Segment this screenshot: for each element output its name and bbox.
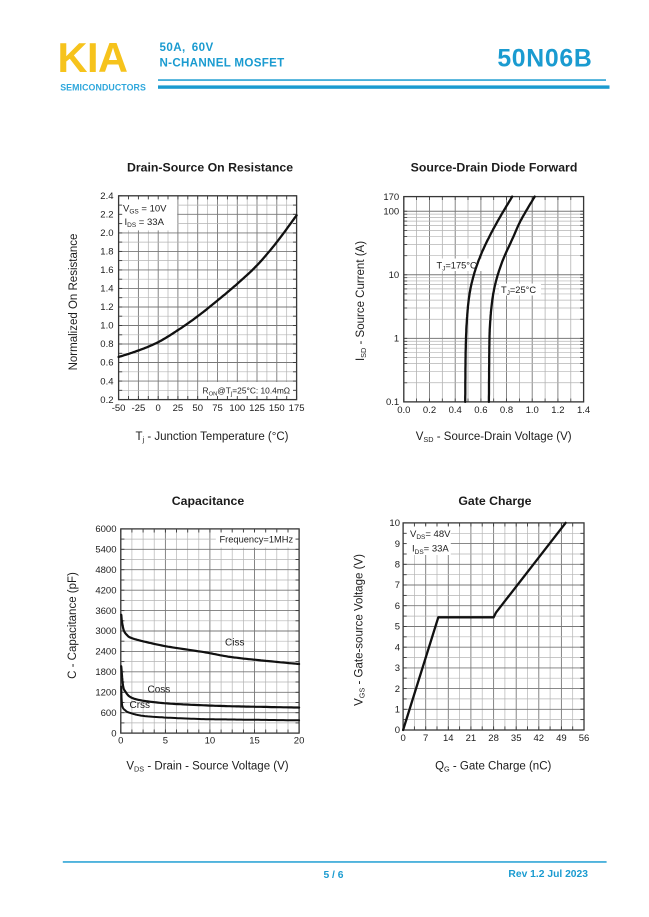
svg-text:35: 35	[511, 733, 522, 744]
svg-text:VDS= 48V: VDS= 48V	[410, 529, 451, 541]
svg-text:TJ=25°C: TJ=25°C	[501, 285, 536, 297]
svg-text:10: 10	[205, 736, 216, 747]
svg-text:0.8: 0.8	[100, 339, 113, 350]
svg-text:0: 0	[156, 403, 161, 414]
svg-text:Normalized On Resistance: Normalized On Resistance	[68, 234, 80, 371]
svg-text:2.4: 2.4	[100, 191, 113, 202]
svg-text:2.0: 2.0	[100, 228, 113, 239]
svg-text:Gate Charge: Gate Charge	[458, 494, 531, 508]
svg-text:21: 21	[466, 733, 477, 744]
svg-text:1.2: 1.2	[551, 405, 564, 416]
svg-text:50: 50	[192, 403, 203, 414]
svg-text:0.2: 0.2	[423, 405, 436, 416]
svg-text:0.0: 0.0	[397, 405, 410, 416]
svg-text:N-CHANNEL MOSFET: N-CHANNEL MOSFET	[160, 57, 285, 70]
svg-text:0.4: 0.4	[100, 376, 113, 387]
svg-text:KIA: KIA	[58, 34, 128, 81]
svg-text:10: 10	[389, 270, 400, 281]
svg-text:10: 10	[389, 518, 400, 529]
svg-text:Frequency=1MHz: Frequency=1MHz	[219, 535, 293, 545]
svg-text:125: 125	[249, 403, 265, 414]
svg-text:600: 600	[101, 708, 117, 719]
svg-text:0.8: 0.8	[500, 405, 513, 416]
svg-text:5 / 6: 5 / 6	[323, 870, 343, 881]
svg-text:49: 49	[556, 733, 567, 744]
svg-text:4: 4	[395, 642, 400, 653]
svg-text:0.6: 0.6	[100, 358, 113, 369]
svg-text:1: 1	[395, 705, 400, 716]
svg-text:1.4: 1.4	[100, 284, 113, 295]
svg-text:Ciss: Ciss	[225, 637, 244, 648]
svg-text:175: 175	[289, 403, 305, 414]
svg-text:SEMICONDUCTORS: SEMICONDUCTORS	[60, 82, 146, 92]
svg-text:1.4: 1.4	[577, 405, 590, 416]
svg-text:5: 5	[163, 736, 168, 747]
svg-text:7: 7	[395, 580, 400, 591]
svg-text:ISD - Source Current (A): ISD - Source Current (A)	[355, 241, 368, 361]
svg-text:Source-Drain Diode Forward: Source-Drain Diode Forward	[411, 161, 578, 175]
svg-text:-25: -25	[132, 403, 146, 414]
svg-text:QG - Gate Charge (nC): QG - Gate Charge (nC)	[435, 761, 551, 774]
svg-text:100: 100	[383, 206, 399, 217]
svg-text:42: 42	[534, 733, 545, 744]
svg-text:100: 100	[229, 403, 245, 414]
svg-text:2: 2	[395, 684, 400, 695]
svg-text:5: 5	[395, 622, 400, 633]
svg-text:150: 150	[269, 403, 285, 414]
svg-text:3000: 3000	[95, 626, 116, 637]
svg-text:3600: 3600	[95, 606, 116, 617]
svg-text:6: 6	[395, 601, 400, 612]
svg-text:C - Capacitance (pF): C - Capacitance (pF)	[67, 572, 79, 679]
svg-text:TJ=175°C: TJ=175°C	[437, 261, 478, 273]
svg-text:0.6: 0.6	[474, 405, 487, 416]
svg-text:1.2: 1.2	[100, 302, 113, 313]
svg-text:Coss: Coss	[148, 685, 171, 696]
svg-text:15: 15	[249, 736, 260, 747]
svg-text:VDS - Drain - Source Voltage (: VDS - Drain - Source Voltage (V)	[126, 761, 288, 774]
svg-text:8: 8	[395, 560, 400, 571]
svg-text:7: 7	[423, 733, 428, 744]
svg-text:20: 20	[294, 736, 305, 747]
svg-text:VGS - Gate-source Voltage (V): VGS - Gate-source Voltage (V)	[354, 554, 367, 706]
svg-text:4800: 4800	[95, 565, 116, 576]
svg-text:1.0: 1.0	[526, 405, 539, 416]
svg-text:Crss: Crss	[130, 700, 151, 711]
svg-text:28: 28	[488, 733, 499, 744]
svg-text:14: 14	[443, 733, 454, 744]
svg-text:1800: 1800	[95, 667, 116, 678]
svg-text:0.2: 0.2	[100, 395, 113, 406]
svg-text:0.4: 0.4	[449, 405, 462, 416]
svg-text:1: 1	[394, 334, 399, 345]
svg-text:2.2: 2.2	[100, 210, 113, 221]
svg-text:2400: 2400	[95, 647, 116, 658]
svg-text:1200: 1200	[95, 688, 116, 699]
svg-text:50N06B: 50N06B	[497, 45, 592, 72]
svg-text:170: 170	[383, 192, 399, 203]
svg-text:Rev 1.2 Jul 2023: Rev 1.2 Jul 2023	[508, 869, 588, 880]
svg-text:75: 75	[212, 403, 223, 414]
svg-text:50A, 60V: 50A, 60V	[160, 41, 214, 54]
svg-text:RON@Tj=25°C: 10.4mΩ: RON@Tj=25°C: 10.4mΩ	[203, 385, 291, 397]
svg-text:VSD - Source-Drain Voltage (V): VSD - Source-Drain Voltage (V)	[416, 431, 572, 444]
svg-text:25: 25	[173, 403, 184, 414]
svg-text:-50: -50	[112, 403, 126, 414]
svg-text:1.6: 1.6	[100, 265, 113, 276]
svg-text:0: 0	[111, 728, 116, 739]
svg-text:0: 0	[395, 725, 400, 736]
svg-text:0.1: 0.1	[386, 397, 399, 408]
svg-text:1.0: 1.0	[100, 321, 113, 332]
svg-text:6000: 6000	[95, 524, 116, 535]
svg-text:5400: 5400	[95, 545, 116, 556]
svg-text:4200: 4200	[95, 585, 116, 596]
svg-text:9: 9	[395, 539, 400, 550]
svg-text:3: 3	[395, 663, 400, 674]
svg-text:Tj - Junction Temperature (°C): Tj - Junction Temperature (°C)	[135, 431, 288, 444]
svg-text:0: 0	[400, 733, 405, 744]
svg-text:1.8: 1.8	[100, 247, 113, 258]
svg-text:Capacitance: Capacitance	[172, 494, 245, 508]
svg-text:Drain-Source On Resistance: Drain-Source On Resistance	[127, 161, 293, 175]
svg-text:0: 0	[118, 736, 123, 747]
svg-text:56: 56	[579, 733, 590, 744]
